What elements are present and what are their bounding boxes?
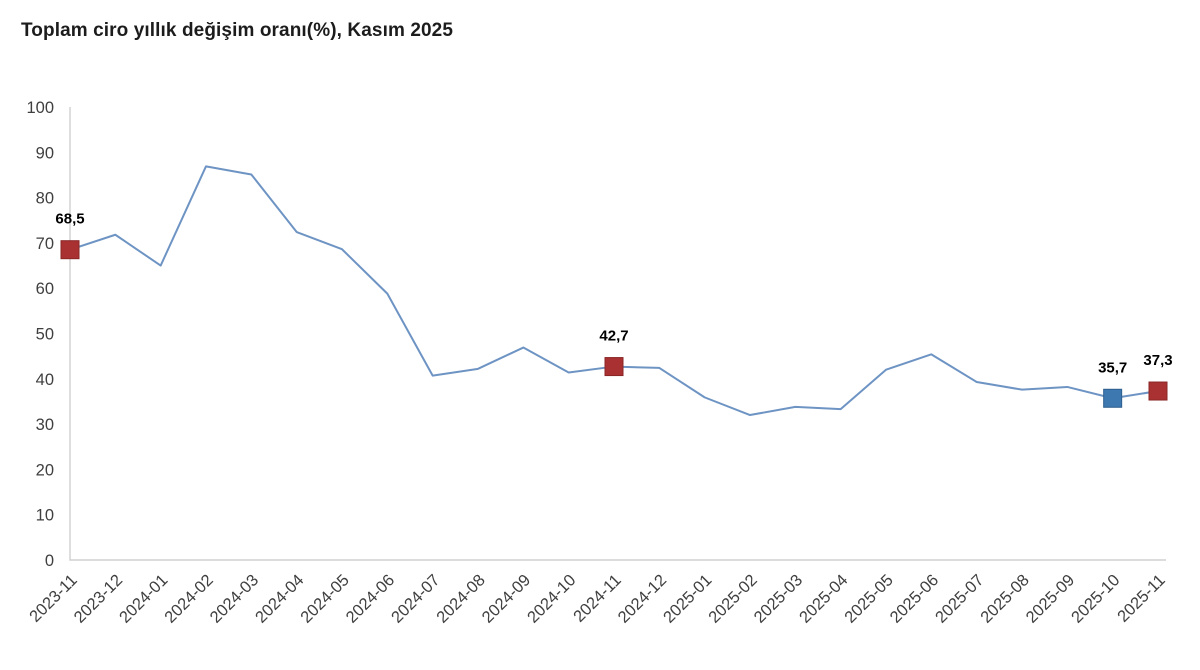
x-tick-label: 2025-08 xyxy=(977,571,1033,627)
highlight-marker-2024-11 xyxy=(604,357,624,377)
x-tick-label: 2025-01 xyxy=(660,571,716,627)
x-tick-label: 2024-12 xyxy=(615,571,671,627)
x-tick-label: 2025-05 xyxy=(841,571,897,627)
x-tick-label: 2023-12 xyxy=(71,571,127,627)
y-tick-label: 80 xyxy=(36,190,54,208)
x-tick-label: 2024-10 xyxy=(524,571,580,627)
chart-title: Toplam ciro yıllık değişim oranı(%), Kas… xyxy=(21,20,453,41)
x-tick-label: 2024-05 xyxy=(297,571,353,627)
x-tick-label: 2025-09 xyxy=(1023,571,1079,627)
x-tick-label: 2024-02 xyxy=(161,571,217,627)
highlight-marker-2023-11 xyxy=(60,240,80,260)
x-tick-label: 2024-11 xyxy=(570,571,625,626)
value-label-2025-10: 35,7 xyxy=(1098,359,1127,376)
y-tick-label: 30 xyxy=(36,416,54,434)
x-tick-label: 2024-01 xyxy=(116,571,172,627)
x-tick-label: 2025-04 xyxy=(796,571,852,627)
data-line xyxy=(69,165,1159,417)
x-tick-label: 2024-07 xyxy=(388,571,444,627)
x-tick-label: 2025-07 xyxy=(932,571,988,627)
x-tick-label: 2024-06 xyxy=(343,571,399,627)
x-tick-label: 2024-04 xyxy=(252,571,308,627)
x-tick-label: 2024-03 xyxy=(207,571,263,627)
y-tick-label: 100 xyxy=(26,99,54,117)
x-tick-label: 2025-11 xyxy=(1114,571,1169,626)
y-tick-label: 90 xyxy=(36,144,54,162)
x-tick-label: 2025-06 xyxy=(887,571,943,627)
y-tick-label: 10 xyxy=(36,507,54,525)
x-tick-label: 2024-08 xyxy=(433,571,489,627)
y-tick-label: 0 xyxy=(45,552,54,570)
highlight-marker-2025-11 xyxy=(1148,381,1168,401)
value-label-2024-11: 42,7 xyxy=(599,328,628,345)
highlight-marker-2025-10 xyxy=(1103,388,1123,408)
value-label-2023-11: 68,5 xyxy=(55,211,84,228)
x-tick-label: 2025-10 xyxy=(1068,571,1124,627)
x-tick-label: 2025-02 xyxy=(705,571,761,627)
y-tick-label: 20 xyxy=(36,461,54,479)
y-tick-label: 60 xyxy=(36,280,54,298)
value-label-2025-11: 37,3 xyxy=(1143,352,1172,369)
x-tick-label: 2025-03 xyxy=(751,571,807,627)
x-tick-label: 2023-11 xyxy=(26,571,81,626)
x-tick-label: 2024-09 xyxy=(479,571,535,627)
y-tick-label: 70 xyxy=(36,235,54,253)
y-tick-label: 50 xyxy=(36,326,54,344)
y-tick-label: 40 xyxy=(36,371,54,389)
